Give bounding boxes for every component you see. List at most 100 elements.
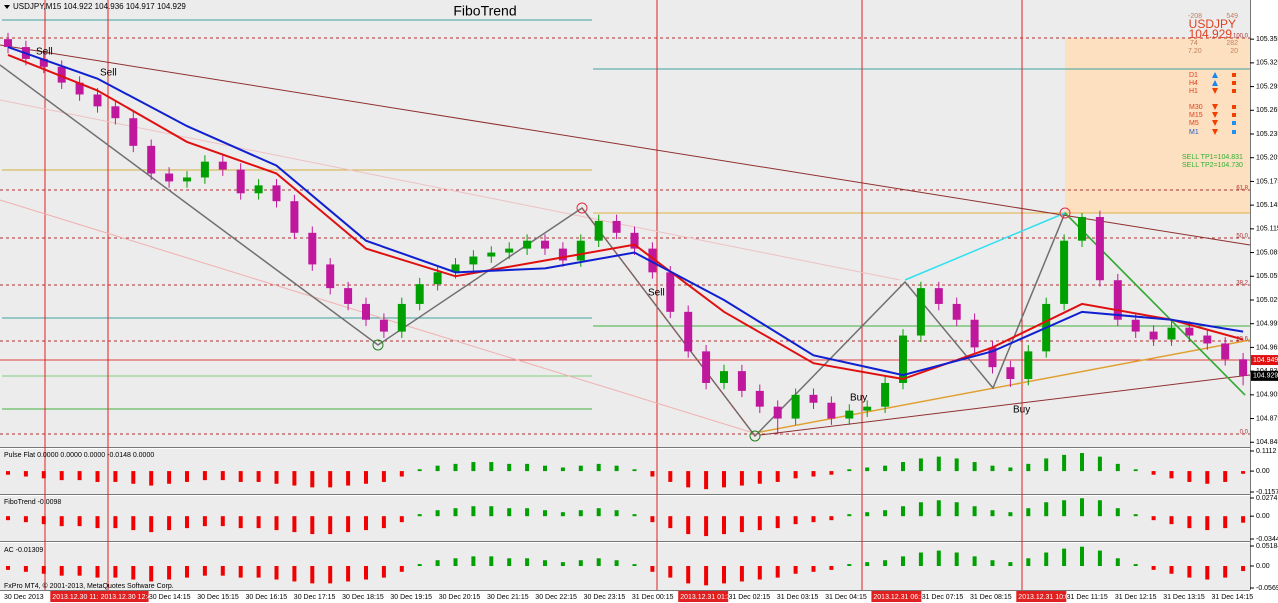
histogram-bar (292, 516, 297, 533)
histogram-bar (954, 458, 959, 472)
fib-label: 61.8 (1236, 186, 1248, 192)
y-tick-label: 0.05184 (1256, 543, 1278, 550)
histogram-bar (256, 471, 261, 482)
price-tag (1251, 370, 1278, 381)
histogram-bar (990, 465, 995, 472)
candle-body (845, 410, 854, 419)
histogram-bar (41, 471, 46, 479)
candle-body (4, 39, 12, 48)
signal-label: Buy (850, 393, 867, 404)
moving-average (7, 46, 1244, 377)
histogram-bar (1205, 566, 1210, 580)
histogram-bar (185, 471, 189, 482)
candle-body (308, 232, 317, 265)
candle-body (594, 220, 603, 241)
y-tick-label: 105.085 (1256, 249, 1278, 256)
histogram-bar (202, 516, 207, 527)
candle-body (200, 161, 209, 178)
histogram-bar (202, 471, 207, 481)
histogram-bar (328, 516, 333, 535)
time-highlight (50, 591, 101, 602)
histogram-bar (847, 469, 852, 472)
histogram-bar (704, 471, 709, 490)
candle-body (612, 220, 621, 233)
histogram-bar (1241, 471, 1246, 474)
candle-body (290, 201, 299, 233)
histogram-bar (1223, 471, 1228, 482)
histogram-bar (399, 516, 404, 523)
info-text: 20 (1230, 48, 1238, 55)
candle-body (970, 319, 979, 348)
histogram-bar (1062, 548, 1067, 567)
y-tick-label: 104.875 (1256, 415, 1278, 422)
info-text: 7.20 (1188, 48, 1202, 55)
candle-body (183, 177, 191, 182)
time-label: 30 Dec 20:15 (439, 594, 481, 601)
candle-body (1203, 335, 1212, 344)
histogram-bar (811, 471, 816, 477)
histogram-bar (883, 560, 888, 567)
y-tick-label: 105.055 (1256, 273, 1278, 280)
time-label: 30 Dec 19:15 (390, 594, 432, 601)
histogram-bar (865, 467, 870, 472)
histogram-bar (650, 516, 655, 523)
candle-body (1167, 327, 1176, 340)
histogram-bar (1115, 508, 1120, 517)
histogram-bar (901, 506, 905, 517)
channel-line (904, 212, 1066, 281)
histogram-bar (775, 516, 780, 529)
histogram-bar (59, 516, 64, 527)
histogram-bar (614, 510, 619, 517)
histogram-bar (59, 471, 64, 481)
histogram-bar (113, 471, 118, 482)
histogram-bar (453, 508, 458, 517)
candle-body (541, 240, 549, 249)
signal-label: Buy (1013, 405, 1030, 416)
histogram-bar (149, 516, 154, 533)
price-tag (1251, 355, 1278, 366)
histogram-bar (972, 556, 977, 567)
histogram-bar (1044, 502, 1049, 517)
fib-label: 50.0 (1236, 234, 1248, 240)
moving-average (7, 54, 1244, 381)
pivot-marker (1059, 207, 1071, 219)
candle-body (523, 240, 532, 249)
histogram-bar (954, 552, 959, 567)
histogram-bar (364, 516, 368, 531)
candle-body (737, 371, 746, 391)
candle-body (505, 248, 514, 253)
histogram-bar (1026, 558, 1031, 567)
candle-body (576, 240, 585, 261)
histogram-bar (757, 516, 762, 531)
histogram-bar (901, 462, 905, 472)
histogram-bar (1097, 550, 1102, 567)
candle-body (254, 185, 263, 194)
histogram-bar (435, 560, 440, 567)
time-highlight (678, 591, 729, 602)
candle-body (952, 303, 961, 320)
histogram-bar (775, 566, 780, 578)
histogram-bar (722, 471, 726, 488)
histogram-bar (381, 566, 386, 578)
candle-body (809, 394, 818, 403)
histogram-bar (632, 564, 637, 567)
histogram-bar (1097, 500, 1102, 517)
histogram-bar (1187, 471, 1192, 482)
time-highlight (871, 591, 922, 602)
histogram-bar (1044, 458, 1049, 472)
histogram-bar (1115, 558, 1120, 567)
histogram-bar (77, 566, 82, 576)
histogram-bar (399, 566, 404, 572)
histogram-bar (865, 512, 870, 517)
histogram-bar (507, 558, 512, 567)
y-tick-label: -0.1157 (1256, 489, 1278, 496)
histogram-bar (829, 516, 834, 521)
price-area (0, 0, 1250, 447)
candle-body (218, 161, 227, 170)
candle-body (1221, 343, 1230, 360)
histogram-bar (525, 463, 530, 472)
timeframe: D1 (1189, 72, 1198, 79)
trendline (759, 374, 1251, 436)
time-label: 2013.12.31 01:30 (680, 594, 735, 601)
y-tick-label: 0.1112 (1256, 448, 1276, 455)
